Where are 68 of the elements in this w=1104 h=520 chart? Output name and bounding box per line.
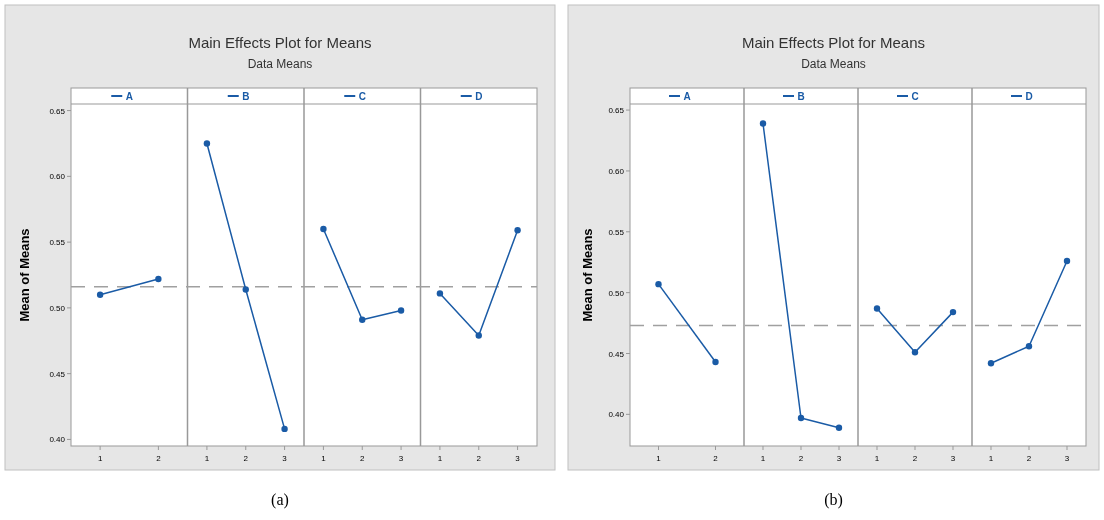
x-tick-label: 2 [1026, 454, 1032, 463]
chart-title: Main Effects Plot for Means [188, 34, 372, 51]
point [873, 305, 881, 312]
x-tick-label: 1 [321, 454, 327, 463]
y-tick-label: 0.40 [608, 410, 625, 420]
point [359, 316, 366, 323]
x-tick-label: 3 [836, 454, 842, 463]
x-tick-label: 3 [398, 454, 404, 463]
point [1025, 343, 1033, 350]
x-tick-label: 3 [282, 454, 288, 463]
point [759, 120, 767, 127]
point [797, 414, 805, 422]
point [1063, 257, 1071, 265]
chart-subtitle: Data Means [801, 57, 866, 71]
point [397, 307, 405, 314]
x-tick-label: 3 [950, 454, 956, 463]
point [320, 225, 327, 233]
y-tick-label: 0.55 [608, 227, 625, 237]
legend-label: C [358, 91, 366, 102]
y-tick-label: 0.60 [608, 166, 625, 176]
x-tick-label: 2 [156, 454, 162, 463]
point [475, 332, 482, 339]
point [281, 425, 288, 433]
text: (a) [271, 491, 289, 509]
y-tick-label: 0.60 [49, 172, 66, 182]
x-tick-label: 1 [437, 454, 443, 463]
point [436, 290, 444, 297]
legend-label: D [1025, 91, 1033, 102]
point [949, 308, 957, 316]
y-axis-title: Mean of Means [580, 228, 595, 322]
chart-title: Main Effects Plot for Means [741, 34, 926, 51]
legend-label: A [125, 91, 133, 102]
legend-label: D [475, 91, 483, 102]
y-tick-label: 0.50 [49, 303, 66, 313]
x-tick-label: 1 [988, 454, 994, 463]
point [514, 227, 521, 234]
x-tick-label: 1 [874, 454, 880, 463]
y-tick-label: 0.50 [608, 288, 625, 298]
y-axis-title: Mean of Means [17, 228, 32, 322]
x-tick-label: 2 [798, 454, 804, 463]
y-tick-label: 0.45 [49, 369, 66, 379]
y-tick-label: 0.55 [49, 238, 66, 248]
point [203, 140, 211, 147]
x-tick-label: 2 [243, 454, 249, 463]
x-tick-label: 1 [204, 454, 210, 463]
point [242, 286, 249, 293]
x-tick-label: 1 [760, 454, 766, 463]
x-tick-label: 2 [476, 454, 482, 463]
x-tick-label: 3 [515, 454, 521, 463]
point [987, 360, 995, 367]
y-tick-label: 0.65 [608, 106, 625, 116]
point [911, 349, 919, 356]
point [835, 424, 843, 431]
x-tick-label: 2 [713, 454, 719, 463]
legend-label: A [683, 91, 691, 102]
x-tick-label: 1 [656, 454, 662, 463]
x-tick-label: 3 [1064, 454, 1070, 463]
text: (b) [824, 491, 843, 509]
chart-subtitle: Data Means [247, 57, 313, 71]
x-tick-label: 2 [912, 454, 918, 463]
legend-label: B [797, 91, 805, 102]
y-tick-label: 0.65 [49, 106, 66, 116]
legend-label: C [911, 91, 919, 102]
x-tick-label: 1 [97, 454, 103, 463]
y-tick-label: 0.40 [49, 435, 66, 445]
y-tick-label: 0.45 [608, 349, 625, 359]
x-tick-label: 2 [360, 454, 366, 463]
legend-label: B [242, 91, 250, 102]
